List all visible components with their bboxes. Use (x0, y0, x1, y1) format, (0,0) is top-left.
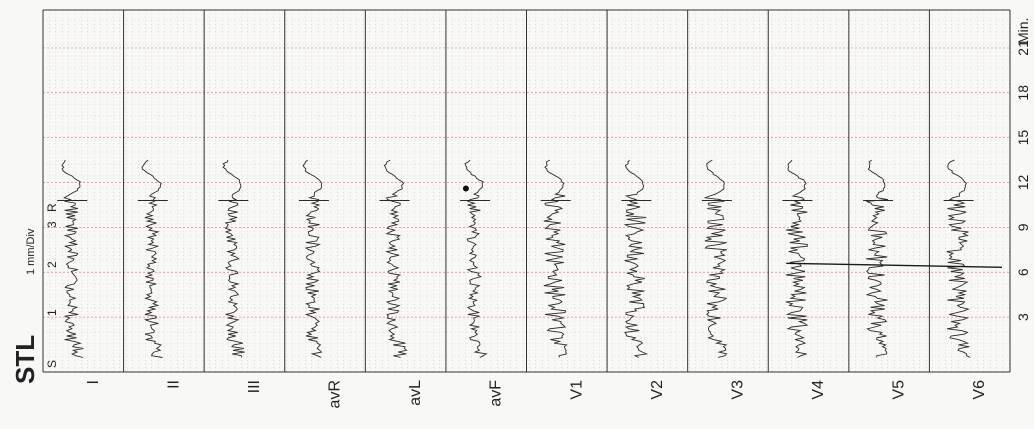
lead-label-V2: V2 (649, 380, 666, 400)
labels: STL 1 mm/Div Min. (10, 18, 1031, 384)
lead-label-avL: avL (407, 380, 424, 406)
event-dot (462, 185, 469, 192)
lead-label-V6: V6 (971, 380, 988, 400)
lead-trace-avR (302, 159, 323, 358)
lead-label-II: II (165, 380, 182, 389)
lead-trace-V1 (543, 159, 568, 358)
lead-trace-V5 (865, 159, 889, 358)
scale-tick-label: 3 (45, 221, 59, 228)
lead-label-V5: V5 (891, 380, 908, 400)
grid (42, 9, 1011, 373)
lead-trace-III (222, 159, 245, 358)
lead-labels: I II III avR avL avF V1 V2 V3 V4 V5 V6 (85, 380, 988, 409)
lead-label-V4: V4 (810, 380, 827, 400)
lead-trace-V3 (703, 159, 728, 358)
lead-label-avR: avR (327, 380, 344, 408)
time-tick-label: 6 (1015, 268, 1031, 276)
lead-trace-I (61, 159, 84, 358)
lead-trace-avL (383, 159, 408, 358)
time-tick-label: 3 (1015, 313, 1031, 321)
lead-label-V1: V1 (568, 380, 585, 400)
scale-tick-label: R (45, 203, 59, 212)
time-tick-label: 18 (1015, 85, 1031, 101)
lead-label-I: I (85, 380, 102, 384)
time-tick-label: 12 (1015, 175, 1031, 191)
lead-traces (57, 159, 1003, 358)
scale-tick-label: 1 (45, 309, 59, 316)
lead-trace-avF (464, 159, 488, 358)
time-unit-label: Min. (1015, 18, 1031, 44)
lead-trace-V6 (946, 159, 971, 358)
lead-trace-V2 (623, 159, 649, 358)
scale-tick-label: S (45, 360, 59, 368)
event-marker-line (786, 262, 1003, 268)
lead-label-V3: V3 (729, 380, 746, 400)
time-ticks: 3 6 9 12 15 18 21 (1015, 40, 1031, 321)
scale-label: 1 mm/Div (25, 228, 37, 275)
time-tick-label: 15 (1015, 130, 1031, 146)
chart-title: STL (10, 335, 40, 384)
lead-trace-II (141, 159, 163, 358)
scale-ticks: S 1 2 3 R (45, 203, 59, 368)
time-tick-label: 21 (1015, 40, 1031, 56)
lead-label-III: III (246, 380, 263, 393)
time-tick-label: 9 (1015, 223, 1031, 231)
lead-trace-V4 (785, 159, 809, 358)
scale-tick-label: 2 (45, 261, 59, 268)
lead-label-avF: avF (488, 380, 505, 407)
